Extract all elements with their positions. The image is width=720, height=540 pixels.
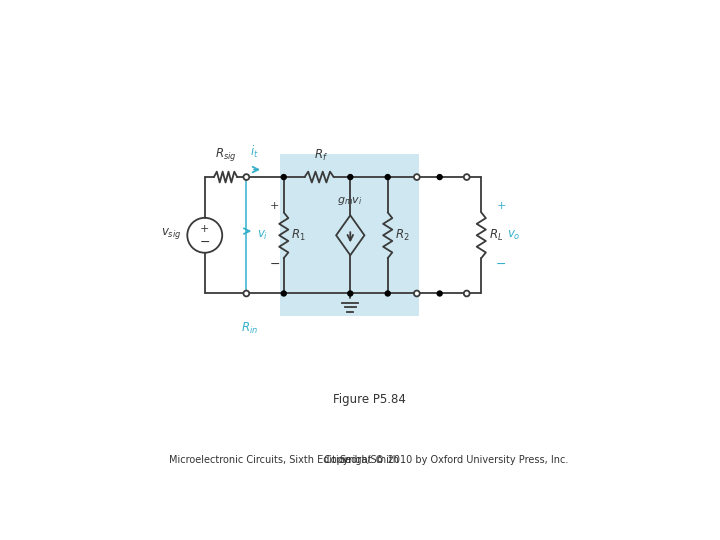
Text: $i_t$: $i_t$ (251, 144, 259, 160)
Text: $R_L$: $R_L$ (489, 228, 503, 243)
Text: −: − (496, 258, 506, 271)
Bar (280, 154, 419, 316)
Text: −: − (269, 258, 280, 271)
Circle shape (385, 291, 390, 296)
Circle shape (414, 291, 420, 296)
Circle shape (243, 174, 249, 180)
Circle shape (282, 174, 287, 180)
Text: $R_\mathit{in}$: $R_\mathit{in}$ (241, 321, 258, 336)
Text: $g_m v_i$: $g_m v_i$ (338, 195, 363, 207)
Text: Copyright © 2010 by Oxford University Press, Inc.: Copyright © 2010 by Oxford University Pr… (324, 455, 569, 465)
Text: $v_\mathit{i}$: $v_\mathit{i}$ (257, 229, 268, 242)
Text: $v_\mathit{o}$: $v_\mathit{o}$ (507, 229, 521, 242)
Text: −: − (199, 235, 210, 248)
Circle shape (348, 174, 353, 180)
Text: $R_\mathit{sig}$: $R_\mathit{sig}$ (215, 146, 236, 163)
Circle shape (348, 291, 353, 296)
Text: +: + (200, 225, 210, 234)
Text: Microelectronic Circuits, Sixth Edition: Microelectronic Circuits, Sixth Edition (169, 455, 351, 465)
Circle shape (385, 174, 390, 180)
Text: $R_\mathit{f}$: $R_\mathit{f}$ (314, 148, 328, 163)
Text: $v_\mathit{sig}$: $v_\mathit{sig}$ (161, 226, 182, 241)
Circle shape (243, 291, 249, 296)
Text: $R_2$: $R_2$ (395, 228, 410, 243)
Text: +: + (497, 201, 506, 211)
Text: +: + (270, 201, 279, 211)
Text: Figure P5.84: Figure P5.84 (333, 393, 405, 406)
Circle shape (437, 291, 442, 296)
Circle shape (464, 291, 469, 296)
Circle shape (282, 291, 287, 296)
Circle shape (464, 174, 469, 180)
Circle shape (437, 174, 442, 180)
Text: Sedra/Smith: Sedra/Smith (339, 455, 399, 465)
Circle shape (414, 174, 420, 180)
Text: $R_1$: $R_1$ (292, 228, 306, 243)
